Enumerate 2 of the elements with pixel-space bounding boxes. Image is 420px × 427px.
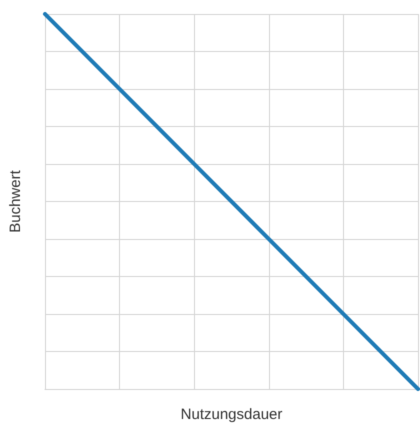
- x-axis-title: Nutzungsdauer: [180, 406, 282, 423]
- y-axis-title: Buchwert: [7, 169, 24, 233]
